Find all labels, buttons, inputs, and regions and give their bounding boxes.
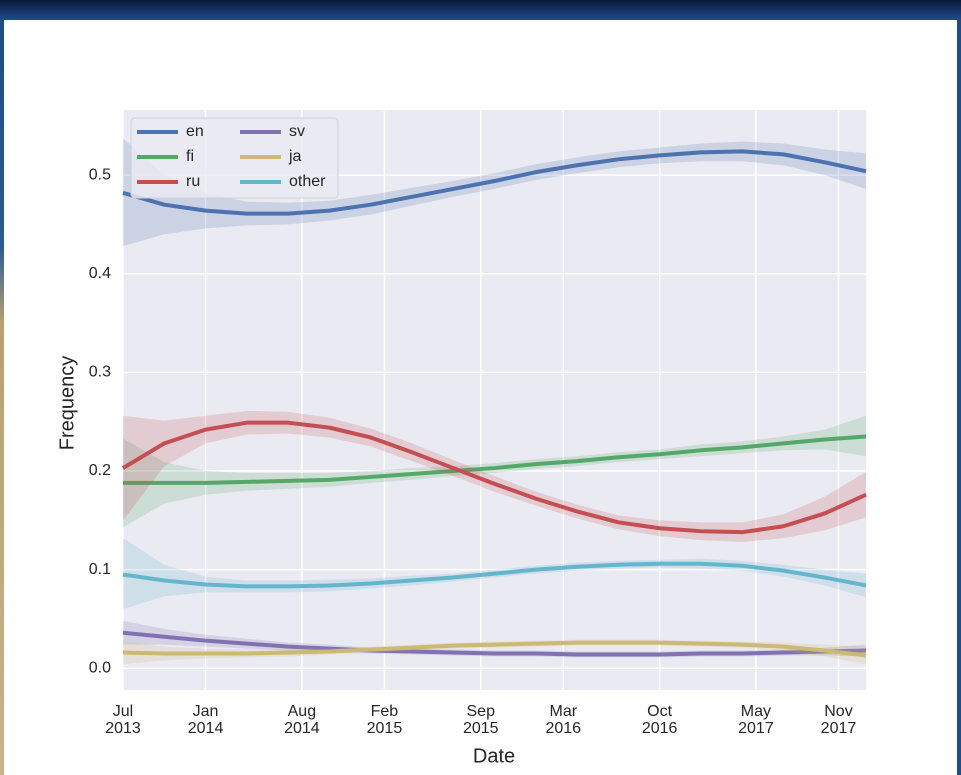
- legend-label: other: [289, 173, 326, 190]
- legend-label: en: [186, 123, 204, 140]
- x-tick-label: Aug 2014: [284, 703, 320, 737]
- confidence-band: [123, 138, 866, 247]
- line: [122, 561, 867, 589]
- legend-label: fi: [186, 148, 194, 165]
- line: [123, 434, 867, 485]
- line: [122, 149, 867, 216]
- x-tick-label: Oct 2016: [641, 703, 678, 737]
- confidence-band: [123, 639, 866, 665]
- line: [121, 420, 867, 535]
- plot-area: [123, 110, 866, 690]
- x-tick-label: Jan 2014: [187, 703, 224, 737]
- x-tick-label: Nov 2017: [820, 703, 857, 737]
- y-tick-label: 0.2: [89, 462, 111, 479]
- confidence-band: [123, 415, 866, 528]
- y-tick-label: 0.3: [89, 364, 111, 381]
- y-tick-label: 0.5: [89, 166, 111, 183]
- window-side-edge: [0, 20, 4, 775]
- x-tick-label: Feb 2015: [366, 703, 403, 737]
- line: [122, 630, 867, 657]
- window-top-bar: [0, 0, 961, 20]
- y-tick-label: 0.0: [89, 660, 111, 677]
- legend-label: sv: [289, 123, 305, 140]
- x-axis-label: Date: [473, 745, 515, 767]
- legend-label: ru: [186, 173, 200, 190]
- y-tick-label: 0.4: [89, 265, 111, 282]
- x-tick-label: Mar 2016: [545, 703, 582, 737]
- x-tick-label: Sep 2015: [462, 703, 499, 737]
- y-axis-label: Frequency: [56, 356, 78, 451]
- confidence-band: [123, 410, 866, 543]
- window-right-edge: [957, 20, 961, 775]
- x-tick-label: Jul 2013: [105, 703, 141, 737]
- line: [122, 640, 867, 658]
- legend-label: ja: [288, 148, 302, 165]
- y-tick-label: 0.1: [89, 561, 111, 578]
- x-tick-label: May 2017: [738, 703, 774, 737]
- legend-box: [130, 117, 339, 199]
